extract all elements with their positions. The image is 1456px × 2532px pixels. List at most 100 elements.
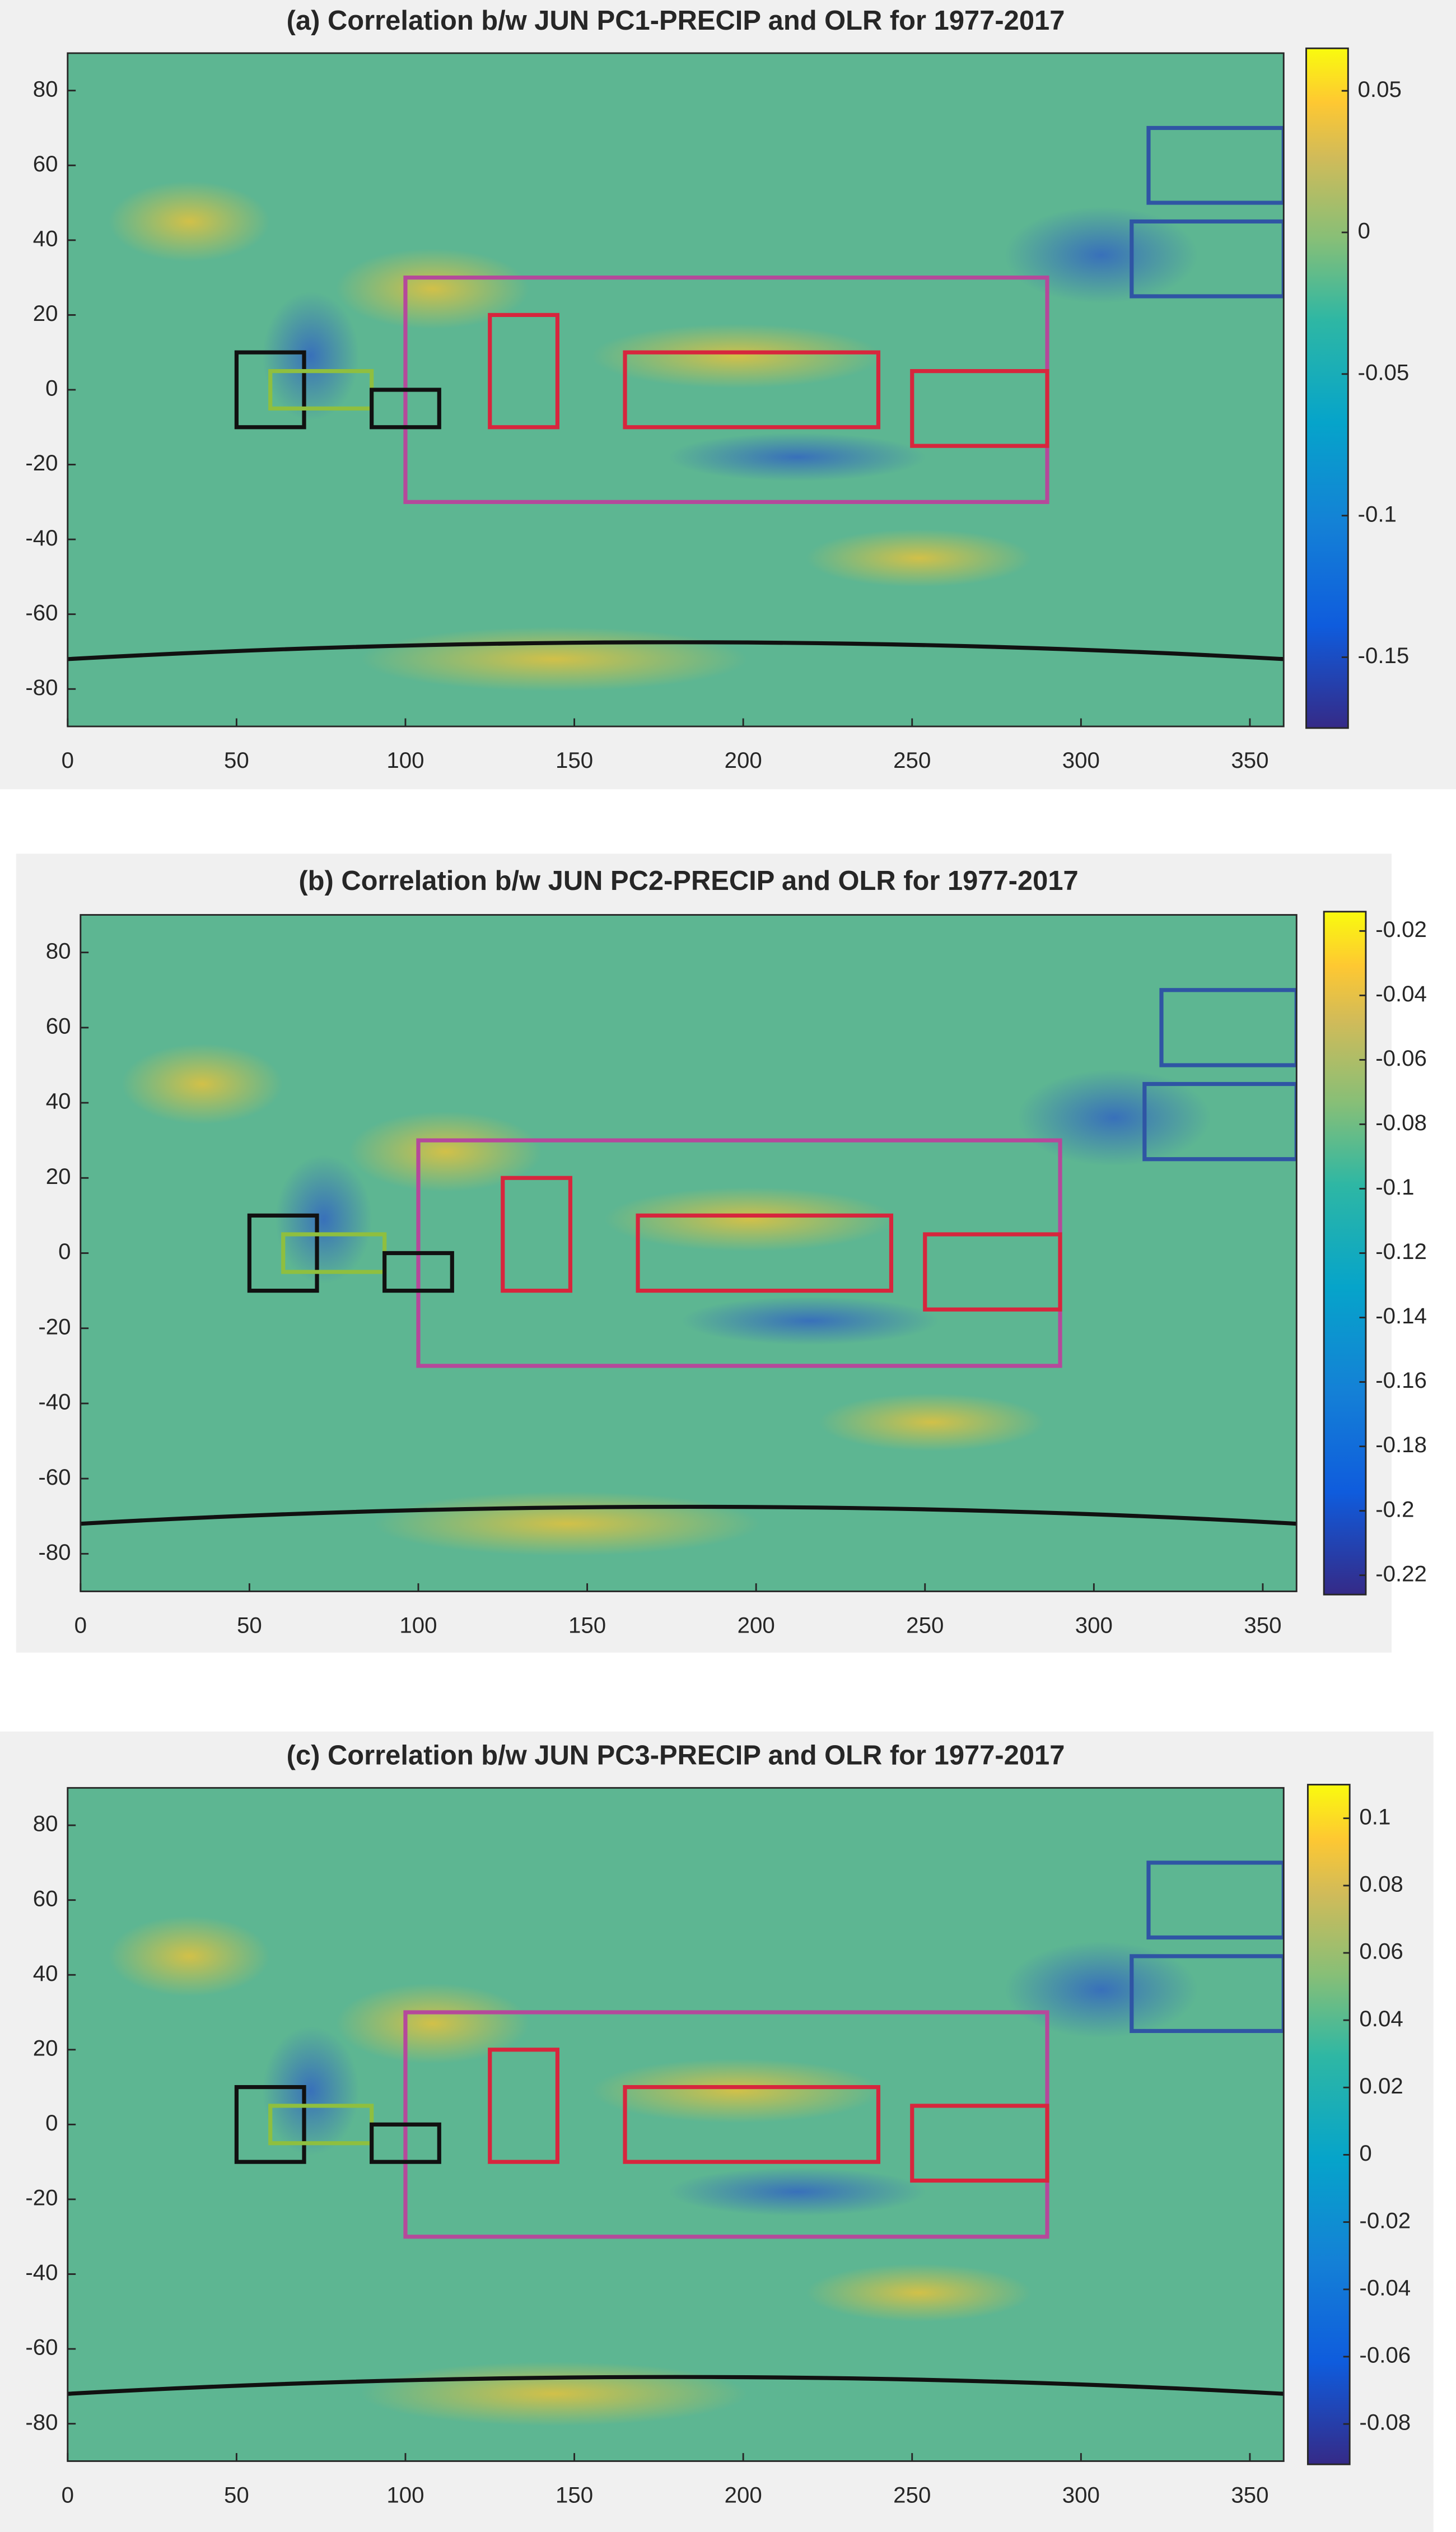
- x-tick-label: 50: [224, 748, 249, 773]
- field: [80, 915, 1297, 1592]
- colorbar-tick-label: -0.14: [1375, 1303, 1427, 1328]
- x-tick-label: 300: [1075, 1612, 1113, 1638]
- colorbar-tick-label: -0.16: [1375, 1368, 1427, 1393]
- field-texture: [67, 125, 1284, 692]
- region-box: [501, 1176, 573, 1293]
- colorbar-tick-label: -0.05: [1358, 360, 1410, 385]
- chart-title: (a) Correlation b/w JUN PC1-PRECIP and O…: [287, 6, 1065, 36]
- x-tick-label: 200: [725, 748, 762, 773]
- field-blob: [122, 1043, 283, 1125]
- chart-title: (c) Correlation b/w JUN PC3-PRECIP and O…: [287, 1741, 1065, 1771]
- y-tick-label: -40: [38, 1389, 71, 1415]
- field-blob: [591, 324, 881, 389]
- y-tick-label: -80: [38, 1540, 71, 1565]
- colorbar-tick-label: -0.02: [1359, 2208, 1411, 2233]
- y-tick-label: -40: [25, 2260, 58, 2285]
- region-box: [234, 2085, 306, 2164]
- field-blob: [335, 248, 529, 329]
- x-tick-label: 50: [237, 1612, 262, 1638]
- y-tick-label: 40: [33, 226, 58, 251]
- region-box: [910, 369, 1049, 448]
- x-tick-label: 300: [1062, 2482, 1100, 2507]
- y-tick-label: -20: [25, 450, 58, 475]
- region-box: [623, 2085, 881, 2164]
- field-blob: [262, 291, 360, 421]
- region-box: [370, 2122, 441, 2164]
- chart-title: (b) Correlation b/w JUN PC2-PRECIP and O…: [298, 866, 1078, 896]
- x-tick-label: 0: [62, 748, 74, 773]
- coastline: [67, 640, 1284, 661]
- colorbar-tick-label: -0.22: [1375, 1561, 1427, 1586]
- y-tick-label: 40: [33, 1961, 58, 1986]
- field-blob: [1004, 1941, 1198, 2039]
- y-tick-label: 20: [33, 2035, 58, 2060]
- x-tick-label: 50: [224, 2482, 249, 2507]
- x-tick-label: 0: [62, 2482, 74, 2507]
- colorbar-tick-label: -0.08: [1359, 2410, 1411, 2435]
- y-tick-label: -60: [38, 1465, 71, 1490]
- colorbar-tick-label: -0.08: [1375, 1110, 1427, 1135]
- x-tick-label: 300: [1062, 748, 1100, 773]
- colorbar-tick-label: -0.06: [1359, 2343, 1411, 2368]
- field-blob: [668, 2167, 926, 2216]
- field-blob: [668, 433, 926, 482]
- region-box: [1142, 1081, 1297, 1162]
- colorbar-tick-label: -0.15: [1358, 643, 1410, 668]
- region-box: [923, 1232, 1062, 1312]
- y-tick-label: -60: [25, 600, 58, 625]
- field-blob: [819, 1393, 1045, 1452]
- field-blob: [806, 529, 1032, 587]
- field-blob: [335, 1983, 529, 2064]
- y-tick-label: 80: [33, 1811, 58, 1836]
- region-box: [488, 313, 560, 430]
- x-tick-label: 200: [725, 2482, 762, 2507]
- y-tick-label: 60: [46, 1014, 71, 1039]
- y-tick-label: 60: [33, 151, 58, 176]
- x-tick-label: 100: [386, 2482, 424, 2507]
- field-blob: [262, 2026, 360, 2156]
- x-tick-label: 350: [1244, 1612, 1281, 1638]
- y-tick-label: 40: [46, 1089, 71, 1114]
- colorbar-tick-label: 0.06: [1359, 1939, 1403, 1964]
- x-tick-label: 200: [738, 1612, 775, 1638]
- field-blob: [806, 2264, 1032, 2322]
- field-blob: [275, 1155, 372, 1284]
- y-tick-label: 20: [46, 1164, 71, 1189]
- region-box: [636, 1213, 894, 1293]
- x-tick-label: 150: [568, 1612, 606, 1638]
- x-tick-label: 0: [74, 1612, 87, 1638]
- coastline: [80, 1504, 1297, 1526]
- field-blob: [109, 1915, 270, 1997]
- y-tick-label: 0: [45, 376, 58, 401]
- region-box: [382, 1251, 454, 1293]
- field-blob: [109, 181, 270, 262]
- colorbar: [1306, 1784, 1351, 2465]
- colorbar-tick-label: -0.12: [1375, 1239, 1427, 1264]
- colorbar-tick-label: 0.02: [1359, 2073, 1403, 2099]
- x-tick-label: 350: [1231, 748, 1268, 773]
- region-box: [1130, 219, 1284, 299]
- colorbar-tick-label: 0.05: [1358, 77, 1402, 102]
- y-tick-label: 60: [33, 1886, 58, 1911]
- colorbar-tick-label: 0.08: [1359, 1871, 1403, 1896]
- colorbar: [1323, 911, 1367, 1596]
- region-box: [623, 350, 881, 430]
- region-box: [1130, 1954, 1284, 2034]
- y-tick-label: 20: [33, 301, 58, 326]
- x-tick-label: 250: [893, 2482, 931, 2507]
- region-box: [370, 388, 441, 430]
- y-tick-label: -80: [25, 2409, 58, 2435]
- field-blob: [681, 1297, 939, 1345]
- colorbar-tick-label: 0.04: [1359, 2006, 1403, 2031]
- field-blob: [348, 1111, 542, 1192]
- y-tick-label: 0: [45, 2110, 58, 2135]
- x-tick-label: 150: [556, 2482, 593, 2507]
- x-tick-label: 100: [386, 748, 424, 773]
- region-box: [488, 2048, 560, 2164]
- colorbar-tick-label: -0.1: [1375, 1174, 1414, 1200]
- x-tick-label: 250: [906, 1612, 944, 1638]
- region-box: [910, 2104, 1049, 2183]
- field-blob: [1004, 207, 1198, 304]
- field-texture: [80, 988, 1297, 1556]
- colorbar-tick-label: -0.2: [1375, 1496, 1414, 1522]
